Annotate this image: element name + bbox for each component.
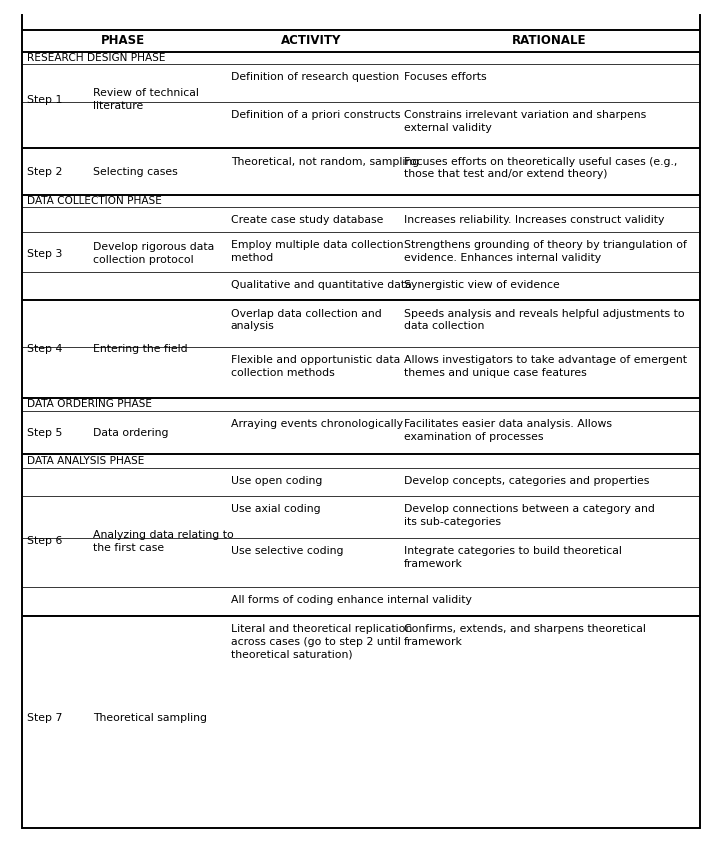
Text: Use selective coding: Use selective coding: [231, 545, 343, 556]
Text: Develop rigorous data
collection protocol: Develop rigorous data collection protoco…: [93, 242, 214, 265]
Text: RESEARCH DESIGN PHASE: RESEARCH DESIGN PHASE: [27, 53, 165, 63]
Text: Facilitates easier data analysis. Allows
examination of processes: Facilitates easier data analysis. Allows…: [404, 419, 612, 442]
Text: Step 4: Step 4: [27, 344, 63, 354]
Text: Speeds analysis and reveals helpful adjustments to
data collection: Speeds analysis and reveals helpful adju…: [404, 309, 684, 331]
Text: Focuses efforts: Focuses efforts: [404, 72, 487, 83]
Text: Develop connections between a category and
its sub-categories: Develop connections between a category a…: [404, 504, 655, 527]
Text: RATIONALE: RATIONALE: [512, 35, 586, 47]
Text: Step 2: Step 2: [27, 167, 63, 177]
Text: Employ multiple data collection
method: Employ multiple data collection method: [231, 240, 403, 263]
Text: Allows investigators to take advantage of emergent
themes and unique case featur: Allows investigators to take advantage o…: [404, 355, 687, 378]
Text: Literal and theoretical replication
across cases (go to step 2 until
theoretical: Literal and theoretical replication acro…: [231, 624, 412, 659]
Text: DATA ANALYSIS PHASE: DATA ANALYSIS PHASE: [27, 456, 144, 466]
Text: Integrate categories to build theoretical
framework: Integrate categories to build theoretica…: [404, 545, 622, 569]
Text: Step 3: Step 3: [27, 249, 63, 259]
Text: Create case study database: Create case study database: [231, 215, 383, 225]
Text: PHASE: PHASE: [101, 35, 145, 47]
Text: Theoretical sampling: Theoretical sampling: [93, 712, 207, 722]
Text: Data ordering: Data ordering: [93, 427, 168, 438]
Text: Definition of research question: Definition of research question: [231, 72, 399, 83]
Text: Use open coding: Use open coding: [231, 476, 322, 486]
Text: Focuses efforts on theoretically useful cases (e.g.,
those that test and/or exte: Focuses efforts on theoretically useful …: [404, 157, 677, 180]
Text: Analyzing data relating to
the first case: Analyzing data relating to the first cas…: [93, 529, 234, 552]
Text: Develop concepts, categories and properties: Develop concepts, categories and propert…: [404, 476, 649, 486]
Text: Overlap data collection and
analysis: Overlap data collection and analysis: [231, 309, 381, 331]
Text: Step 5: Step 5: [27, 427, 63, 438]
Text: Selecting cases: Selecting cases: [93, 167, 178, 177]
Text: Use axial coding: Use axial coding: [231, 504, 321, 514]
Text: Entering the field: Entering the field: [93, 344, 188, 354]
Text: Arraying events chronologically: Arraying events chronologically: [231, 419, 403, 429]
Text: Flexible and opportunistic data
collection methods: Flexible and opportunistic data collecti…: [231, 355, 400, 378]
Text: Definition of a priori constructs: Definition of a priori constructs: [231, 110, 400, 120]
Text: Strengthens grounding of theory by triangulation of
evidence. Enhances internal : Strengthens grounding of theory by trian…: [404, 240, 687, 263]
Text: Constrains irrelevant variation and sharpens
external validity: Constrains irrelevant variation and shar…: [404, 110, 646, 132]
Text: Step 7: Step 7: [27, 712, 63, 722]
Text: All forms of coding enhance internal validity: All forms of coding enhance internal val…: [231, 595, 471, 605]
Text: Confirms, extends, and sharpens theoretical
framework: Confirms, extends, and sharpens theoreti…: [404, 624, 645, 647]
Text: ACTIVITY: ACTIVITY: [281, 35, 342, 47]
Text: Step 6: Step 6: [27, 536, 63, 546]
Text: Increases reliability. Increases construct validity: Increases reliability. Increases constru…: [404, 215, 664, 225]
Text: Step 1: Step 1: [27, 95, 63, 105]
Text: Qualitative and quantitative data: Qualitative and quantitative data: [231, 280, 412, 290]
Text: DATA ORDERING PHASE: DATA ORDERING PHASE: [27, 400, 152, 409]
Text: Theoretical, not random, sampling: Theoretical, not random, sampling: [231, 157, 419, 167]
Text: DATA COLLECTION PHASE: DATA COLLECTION PHASE: [27, 196, 162, 206]
Text: Synergistic view of evidence: Synergistic view of evidence: [404, 280, 560, 290]
Text: Review of technical
literature: Review of technical literature: [93, 89, 199, 111]
